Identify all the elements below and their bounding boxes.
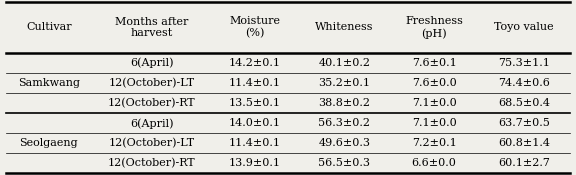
Text: 6(April): 6(April) bbox=[130, 58, 173, 68]
Text: Cultivar: Cultivar bbox=[26, 22, 72, 33]
Text: Toyo value: Toyo value bbox=[494, 22, 554, 33]
Text: 14.2±0.1: 14.2±0.1 bbox=[229, 58, 281, 68]
Text: 63.7±0.5: 63.7±0.5 bbox=[498, 118, 550, 128]
Text: 60.1±2.7: 60.1±2.7 bbox=[498, 158, 550, 168]
Text: 13.9±0.1: 13.9±0.1 bbox=[229, 158, 281, 168]
Text: 7.1±0.0: 7.1±0.0 bbox=[412, 118, 456, 128]
Text: 56.3±0.2: 56.3±0.2 bbox=[319, 118, 370, 128]
Text: 12(October)-LT: 12(October)-LT bbox=[109, 78, 195, 88]
Text: 6.6±0.0: 6.6±0.0 bbox=[412, 158, 457, 168]
Text: 13.5±0.1: 13.5±0.1 bbox=[229, 98, 281, 108]
Text: 7.2±0.1: 7.2±0.1 bbox=[412, 138, 456, 148]
Text: 49.6±0.3: 49.6±0.3 bbox=[319, 138, 370, 148]
Text: 6(April): 6(April) bbox=[130, 118, 173, 128]
Text: Whiteness: Whiteness bbox=[315, 22, 374, 33]
Text: Samkwang: Samkwang bbox=[18, 78, 80, 88]
Text: 35.2±0.1: 35.2±0.1 bbox=[319, 78, 370, 88]
Text: Freshness
(pH): Freshness (pH) bbox=[405, 16, 463, 39]
Text: 60.8±1.4: 60.8±1.4 bbox=[498, 138, 550, 148]
Text: 7.6±0.1: 7.6±0.1 bbox=[412, 58, 456, 68]
Text: 12(October)-RT: 12(October)-RT bbox=[108, 98, 196, 108]
Text: 12(October)-RT: 12(October)-RT bbox=[108, 158, 196, 168]
Text: Months after
harvest: Months after harvest bbox=[115, 17, 188, 38]
Text: 75.3±1.1: 75.3±1.1 bbox=[498, 58, 550, 68]
Text: 12(October)-LT: 12(October)-LT bbox=[109, 138, 195, 148]
Text: 68.5±0.4: 68.5±0.4 bbox=[498, 98, 550, 108]
Text: 56.5±0.3: 56.5±0.3 bbox=[319, 158, 370, 168]
Text: 11.4±0.1: 11.4±0.1 bbox=[229, 78, 281, 88]
Text: 40.1±0.2: 40.1±0.2 bbox=[319, 58, 370, 68]
Text: Seolgaeng: Seolgaeng bbox=[20, 138, 78, 148]
Text: 7.6±0.0: 7.6±0.0 bbox=[412, 78, 456, 88]
Text: 7.1±0.0: 7.1±0.0 bbox=[412, 98, 456, 108]
Text: 11.4±0.1: 11.4±0.1 bbox=[229, 138, 281, 148]
Text: 38.8±0.2: 38.8±0.2 bbox=[319, 98, 370, 108]
Text: 14.0±0.1: 14.0±0.1 bbox=[229, 118, 281, 128]
Text: Moisture
(%): Moisture (%) bbox=[229, 16, 281, 38]
Text: 74.4±0.6: 74.4±0.6 bbox=[498, 78, 550, 88]
